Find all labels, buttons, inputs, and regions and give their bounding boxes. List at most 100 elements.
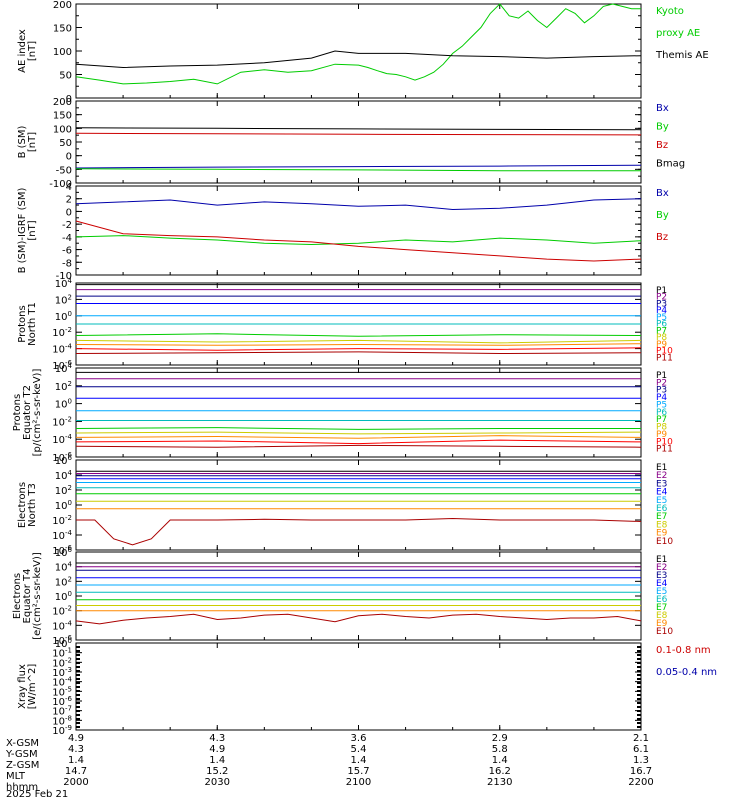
y-axis-label: Xray flux [W/m^2] bbox=[17, 664, 38, 710]
y-axis-label-line: [p/(cm²-s-sr-keV)] bbox=[32, 369, 43, 457]
y-tick-label: -100 bbox=[49, 179, 72, 190]
y-axis-label: Electrons Equator T4 [e/(cm²-s-sr-keV)] bbox=[12, 552, 43, 640]
legend-entry: E1 bbox=[656, 463, 667, 473]
y-tick-label: 0 bbox=[66, 94, 72, 105]
y-tick-label: 104 bbox=[55, 277, 73, 290]
legend-entry: P11 bbox=[656, 445, 673, 455]
y-tick-label: 10-1 bbox=[52, 647, 72, 660]
panel-frame bbox=[75, 551, 642, 641]
legend-entry: E5 bbox=[656, 587, 667, 597]
y-tick-label: 10-2 bbox=[52, 514, 72, 527]
y-tick-label: 50 bbox=[59, 71, 72, 82]
y-axis-label: Protons North T1 bbox=[17, 302, 38, 346]
ephemeris-value: 4.9 bbox=[209, 744, 225, 755]
y-tick-label: -2 bbox=[62, 220, 72, 231]
y-tick-label: 100 bbox=[53, 124, 72, 135]
series-line bbox=[75, 333, 642, 337]
series-line bbox=[75, 444, 642, 448]
y-tick-label: 50 bbox=[59, 138, 72, 149]
y-tick-label: 102 bbox=[55, 575, 72, 588]
series-line bbox=[75, 3, 641, 85]
ephemeris-value: 2.9 bbox=[492, 733, 508, 744]
legend-entry: Bmag bbox=[656, 159, 685, 170]
y-tick-label: 102 bbox=[55, 380, 72, 393]
y-tick-label: 10-6 bbox=[52, 451, 72, 464]
y-tick-label: 200 bbox=[53, 0, 72, 11]
ephemeris-value: 1.4 bbox=[351, 755, 367, 766]
series-line bbox=[75, 347, 642, 351]
ephemeris-value: 1.3 bbox=[633, 755, 649, 766]
legend-entry: E9 bbox=[656, 619, 668, 629]
legend-entry: E2 bbox=[656, 563, 667, 573]
y-tick-label: 10-7 bbox=[52, 705, 72, 718]
panel-frame bbox=[75, 185, 642, 276]
y-tick-label: 10-8 bbox=[52, 714, 72, 727]
ephemeris-value: 14.7 bbox=[65, 766, 87, 777]
ephemeris-value: 4.3 bbox=[209, 733, 225, 744]
y-tick-label: 0 bbox=[66, 207, 72, 218]
ephemeris-value: 5.4 bbox=[351, 744, 367, 755]
y-tick-label: 100 bbox=[55, 637, 72, 650]
y-tick-label: 100 bbox=[55, 499, 72, 512]
series-line bbox=[75, 164, 642, 169]
y-axis-label-line: [nT] bbox=[27, 220, 38, 240]
y-tick-label: 10-5 bbox=[52, 685, 72, 698]
y-axis-label-line: Protons bbox=[12, 394, 23, 431]
ephemeris-value: 1.4 bbox=[209, 755, 225, 766]
ephemeris-value: 6.1 bbox=[633, 744, 649, 755]
y-tick-label: 4 bbox=[66, 182, 72, 193]
legend-entry: P8 bbox=[656, 333, 667, 343]
legend-entry: P3 bbox=[656, 386, 667, 396]
legend-entry: E7 bbox=[656, 603, 667, 613]
series-line bbox=[75, 439, 642, 445]
y-tick-label: 104 bbox=[55, 561, 73, 574]
legend-entry: E10 bbox=[656, 627, 673, 637]
y-tick-label: 10-4 bbox=[52, 619, 72, 632]
legend-entry: E2 bbox=[656, 471, 667, 481]
ephemeris-value: 2030 bbox=[205, 777, 230, 788]
y-axis-label-line: B (SM)-IGRF (SM) bbox=[17, 188, 28, 274]
y-tick-label: 10-2 bbox=[52, 656, 72, 669]
legend-entry: E8 bbox=[656, 520, 668, 530]
legend-entry: Kyoto bbox=[656, 6, 684, 17]
y-axis-label-line: Electrons bbox=[17, 482, 28, 528]
series-line bbox=[75, 351, 642, 355]
legend-entry: P2 bbox=[656, 293, 667, 303]
y-axis-label-line: North T3 bbox=[27, 483, 38, 527]
y-tick-label: 150 bbox=[53, 111, 72, 122]
legend-entry: Bx bbox=[656, 103, 669, 114]
y-tick-label: -8 bbox=[62, 258, 72, 269]
legend-entry: E8 bbox=[656, 611, 668, 621]
legend-entry: P6 bbox=[656, 320, 667, 330]
legend-entry: P11 bbox=[656, 353, 673, 363]
legend-entry: Bz bbox=[656, 232, 668, 243]
y-axis-label-line: AE index bbox=[17, 29, 28, 73]
ephemeris-value: 16.7 bbox=[630, 766, 652, 777]
legend-entry: P2 bbox=[656, 378, 667, 388]
series-line bbox=[75, 198, 642, 211]
series-line bbox=[75, 343, 642, 346]
series-line bbox=[75, 168, 641, 172]
legend-entry: E10 bbox=[656, 537, 673, 547]
y-tick-label: 100 bbox=[55, 590, 72, 603]
y-axis-label: B (SM) [nT] bbox=[17, 125, 38, 158]
y-axis-label-line: Equator T4 bbox=[22, 569, 33, 624]
y-tick-label: 150 bbox=[53, 24, 72, 35]
y-tick-label: 10-6 bbox=[52, 544, 72, 557]
legend-entry: Bz bbox=[656, 140, 668, 151]
y-tick-label: -4 bbox=[62, 233, 72, 244]
y-tick-label: 10-4 bbox=[52, 529, 72, 542]
y-axis-label-line: [nT] bbox=[27, 132, 38, 152]
y-tick-label: 10-6 bbox=[52, 359, 72, 372]
legend-entry: E3 bbox=[656, 479, 667, 489]
legend-entry: E7 bbox=[656, 512, 667, 522]
y-tick-label: 10-4 bbox=[52, 433, 72, 446]
y-tick-label: 10-2 bbox=[52, 326, 72, 339]
series-line bbox=[75, 613, 642, 625]
y-tick-label: 10-2 bbox=[52, 415, 72, 428]
legend-entry: E6 bbox=[656, 504, 668, 514]
y-axis-label-line: [W/m^2] bbox=[27, 664, 38, 710]
legend-entry: P1 bbox=[656, 286, 667, 296]
y-tick-label: 10-6 bbox=[52, 695, 72, 708]
